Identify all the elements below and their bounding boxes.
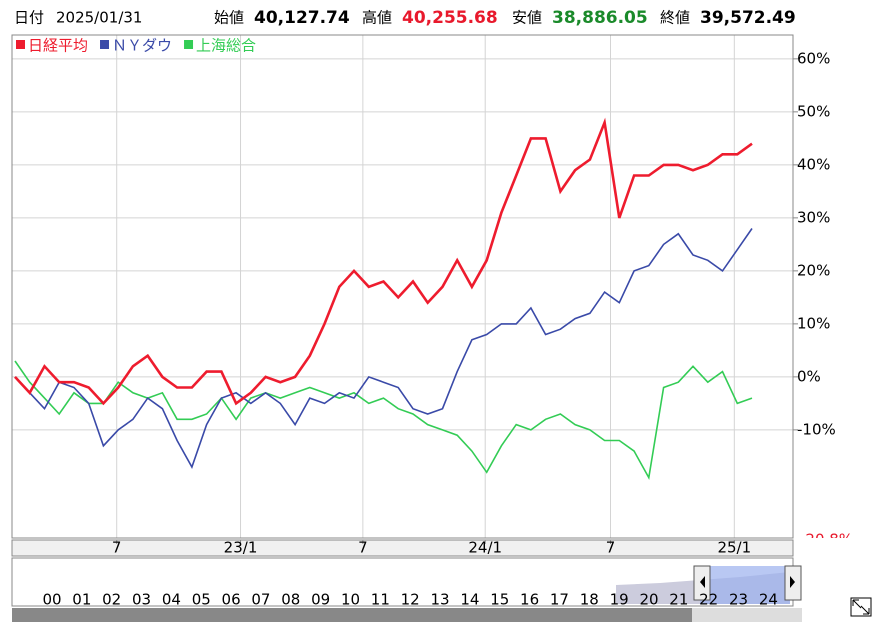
navigator-window[interactable] [700,566,790,604]
navigator-label: 09 [311,591,330,609]
handle-arrow [790,576,795,588]
y-tick-label: 60% [797,49,830,67]
navigator-label: 16 [520,591,539,609]
x-tick-label: 24/1 [468,539,502,557]
close-label: 終値 [660,9,690,27]
navigator-label: 01 [72,591,91,609]
navigator-label: 24 [759,591,778,609]
navigator-label: 10 [341,591,360,609]
x-tick-label: 25/1 [717,539,751,557]
navigator-label: 21 [669,591,688,609]
series-line [14,117,753,406]
navigator-label: 22 [699,591,718,609]
navigator-label: 15 [490,591,509,609]
series-line [14,228,753,469]
navigator-label: 03 [132,591,151,609]
navigator-label: 14 [460,591,479,609]
x-tick-label: 7 [606,539,616,557]
grid [12,35,793,538]
low: 38,886.05 [552,8,648,28]
navigator-label: 17 [550,591,569,609]
y-tick-label: 50% [797,102,830,120]
expand-arrow [852,599,870,615]
plot-frame [11,34,794,539]
navigator-label: 07 [251,591,270,609]
scrollbar-track [12,608,692,622]
high-label: 高値 [362,9,392,27]
legend-label: 日経平均 [28,37,88,55]
legend-label: ＮＹダウ [112,37,172,55]
y-tick-label: 30% [797,208,830,226]
open: 40,127.74 [254,8,350,28]
x-axis-bar [11,539,794,557]
expand-icon[interactable] [850,597,872,617]
handle-arrow [700,576,705,588]
navigator-label: 11 [371,591,390,609]
navigator-label: 13 [431,591,450,609]
legend-swatch [16,40,25,49]
navigator-label: 08 [281,591,300,609]
close: 39,572.49 [700,8,796,28]
x-tick-label: 7 [358,539,368,557]
y-tick-label: 40% [797,155,830,173]
date: 2025/01/31 [56,9,142,27]
navigator-label: 05 [192,591,211,609]
navigator-label: 12 [401,591,420,609]
current-value: -20.8% [800,531,853,549]
low-label: 安値 [512,9,542,27]
navigator-label: 00 [42,591,61,609]
legend-swatch [184,40,194,49]
navigator-label: 23 [729,591,748,609]
legend-label: 上海総合 [196,37,256,55]
navigator-label: 04 [162,591,181,609]
navigator-label: 06 [222,591,241,609]
x-tick-label: 7 [112,539,122,557]
series-line [14,360,753,481]
high: 40,255.68 [402,8,498,28]
y-tick-label: 10% [797,314,830,332]
navigator-label: 02 [102,591,121,609]
legend-swatch [100,40,110,49]
navigator-label: 19 [610,591,629,609]
date-label: 日付 [14,9,44,27]
x-tick-label: 23/1 [224,539,258,557]
y-tick-label: 20% [797,261,830,279]
open-label: 始値 [214,9,244,27]
expand-box [850,597,872,617]
y-tick-label: 0% [797,367,821,385]
y-tick-label: -10% [797,420,836,438]
navigator-label: 20 [639,591,658,609]
navigator-label: 18 [580,591,599,609]
